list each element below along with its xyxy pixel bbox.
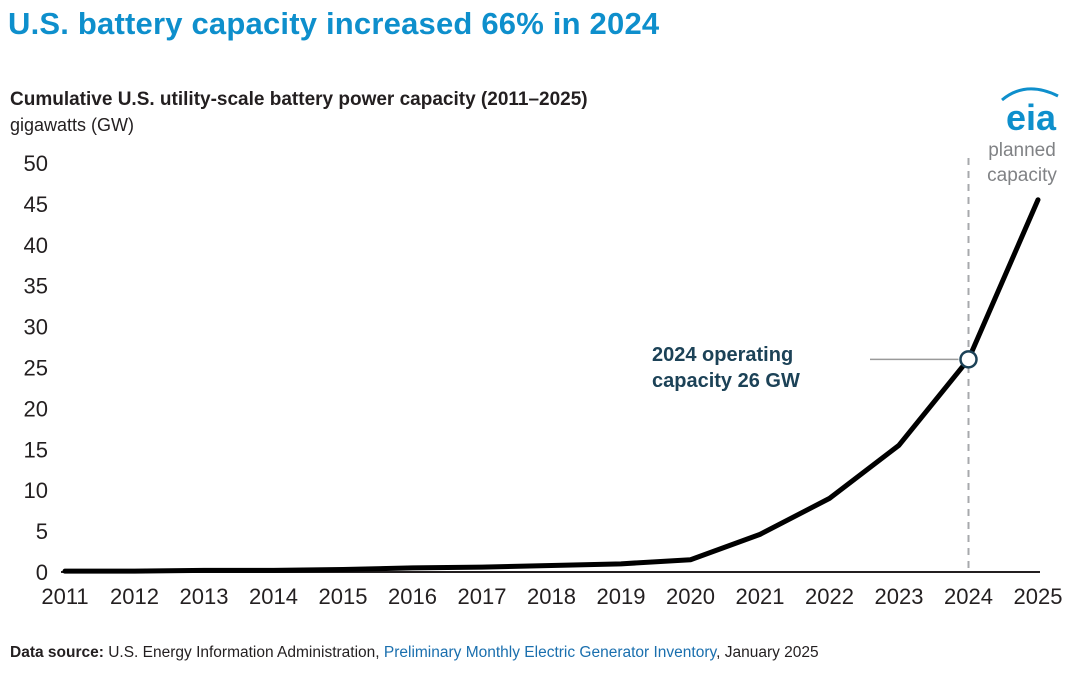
y-axis-tick-label: 5 <box>36 519 48 544</box>
x-axis-tick-label: 2015 <box>319 584 368 609</box>
y-axis-tick-label: 25 <box>24 356 48 381</box>
page-title: U.S. battery capacity increased 66% in 2… <box>8 6 660 41</box>
planned-capacity-line1: planned <box>988 140 1056 161</box>
x-axis-tick-label: 2023 <box>875 584 924 609</box>
data-source-link[interactable]: Preliminary Monthly Electric Generator I… <box>383 644 717 661</box>
x-axis-tick-label: 2019 <box>597 584 646 609</box>
chart-subtitle: Cumulative U.S. utility-scale battery po… <box>10 89 588 110</box>
y-axis-tick-label: 15 <box>24 437 48 462</box>
x-axis-tick-label: 2012 <box>110 584 159 609</box>
data-source-note: Data source: U.S. Energy Information Adm… <box>10 644 819 662</box>
capacity-line-series <box>62 197 1041 574</box>
y-axis-tick-label: 10 <box>24 478 48 503</box>
x-axis-tick-label: 2014 <box>249 584 298 609</box>
y-axis-tick-label: 40 <box>24 233 48 258</box>
x-axis-tick-label: 2022 <box>805 584 854 609</box>
y-axis-tick-label: 50 <box>24 151 48 176</box>
x-axis-tick-label: 2013 <box>180 584 229 609</box>
data-source-suffix: , January 2025 <box>716 644 819 661</box>
eia-logo-text: eia <box>1006 97 1057 138</box>
planned-capacity-label: planned capacity <box>974 138 1070 188</box>
annotation-line2: capacity 26 GW <box>652 370 800 392</box>
operating-capacity-annotation: 2024 operating capacity 26 GW <box>652 342 867 394</box>
y-axis-tick-label: 20 <box>24 396 48 421</box>
x-axis-tick-label: 2020 <box>666 584 715 609</box>
x-axis-tick-label: 2016 <box>388 584 437 609</box>
y-axis-tick-label: 30 <box>24 315 48 340</box>
x-axis-tick-label: 2025 <box>1014 584 1063 609</box>
data-source-prefix: Data source: <box>10 644 109 661</box>
y-axis-tick-label: 35 <box>24 274 48 299</box>
data-source-text: U.S. Energy Information Administration, <box>108 644 384 661</box>
eia-logo-swoosh <box>1001 87 1059 102</box>
x-axis-tick-label: 2017 <box>458 584 507 609</box>
x-axis-tick-label: 2011 <box>41 584 88 609</box>
y-axis-tick-label: 0 <box>36 560 48 585</box>
x-axis-tick-label: 2018 <box>527 584 576 609</box>
eia-logo-graphic: eia <box>1001 87 1059 138</box>
eia-logo: eia <box>996 86 1066 138</box>
operating-capacity-marker <box>959 350 978 369</box>
planned-capacity-line2: capacity <box>987 165 1057 187</box>
units-label: gigawatts (GW) <box>10 115 135 135</box>
x-axis-tick-label: 2024 <box>944 584 993 609</box>
y-axis-tick-label: 45 <box>24 192 48 217</box>
annotation-line1: 2024 operating <box>652 344 794 366</box>
x-axis-tick-label: 2021 <box>736 584 785 609</box>
